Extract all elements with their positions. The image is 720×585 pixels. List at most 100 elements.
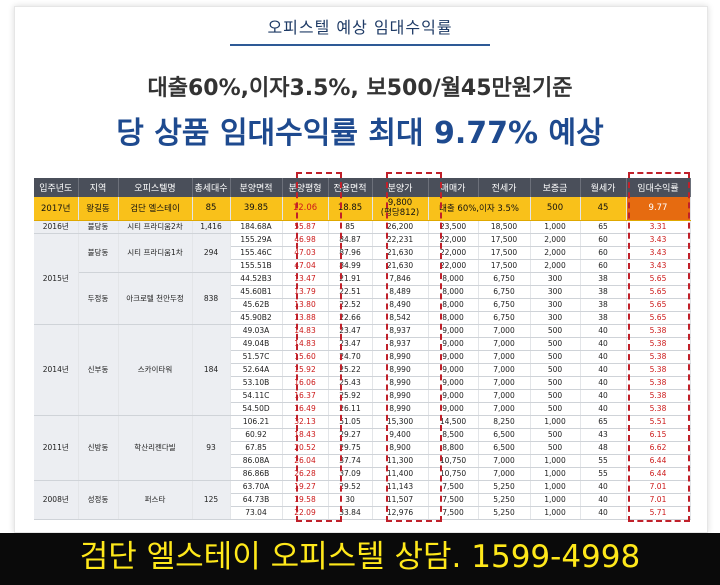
cell-rent: 55 [580,467,627,481]
cell-rent: 40 [580,324,627,338]
cell-exclusive: 84.87 [328,233,373,247]
cell-region: 두정동 [78,272,119,325]
cell-sale: 7,500 [428,480,479,494]
cell-exclusive: 25.92 [328,389,373,403]
cell-rent: 40 [580,363,627,377]
cell-exclusive: 22.66 [328,311,373,325]
cell-deposit: 500 [530,363,581,377]
cell-jeonse: 17,500 [478,259,531,273]
cell-sale: 8,800 [428,441,479,455]
cell-price: 8,990 [372,389,429,403]
cell-rent: 60 [580,259,627,273]
cell-exclusive: 37.09 [328,467,373,481]
cell-jeonse: 6,750 [478,272,531,286]
cell-deposit: 300 [530,298,581,312]
cell-rent: 38 [580,285,627,299]
cell-jeonse: 6,750 [478,285,531,299]
cell-pyeong: 55.87 [282,220,329,234]
cell-area: 64.73B [230,493,283,507]
cell-jeonse: 17,500 [478,233,531,247]
cell-deposit: 300 [530,272,581,286]
cell-sale: 8,000 [428,311,479,325]
cell-price: 8,900 [372,441,429,455]
cell-jeonse: 5,250 [478,506,531,520]
cell-year: 2014년 [34,324,79,416]
cell-units: 1,416 [192,220,231,234]
cell-sale: 22,000 [428,246,479,260]
cell-region: 신방동 [78,415,119,481]
cell-area: 86.08A [230,454,283,468]
cell-price: 8,490 [372,298,429,312]
cell-units: 93 [192,415,231,481]
cell-deposit: 500 [530,350,581,364]
table-row: 2016년 불당동 시티 프라디움2차 1,416 184.68A 55.87 85 26,2… [34,220,691,234]
cell-exclusive: 29.52 [328,480,373,494]
cell-region: 성정동 [78,480,119,520]
cell-pyeong: 46.98 [282,233,329,247]
cell-deposit: 1,000 [530,480,581,494]
yield-table: 입주년도 지역 오피스텔명 총세대수 분양면적 분양평형 전용면적 분양가 매매가 전세가 보증금 월… [34,178,691,520]
cell-pyeong: 20.52 [282,441,329,455]
cell-pyeong: 16.06 [282,376,329,390]
cell-rent: 40 [580,493,627,507]
cell-jeonse: 7,000 [478,363,531,377]
featured-property-row: 2017년 왕길동 검단 엘스테이 85 39.85 12.06 18.85 9,800 (평당… [34,197,691,221]
cell-exclusive: 22.52 [328,298,373,312]
cell-price: 9,400 [372,428,429,442]
cell-sale: 23,500 [428,220,479,234]
cell-exclusive: 29.27 [328,428,373,442]
cell-price: 8,937 [372,324,429,338]
cell-sale: 10,750 [428,467,479,481]
cell-area: 52.64A [230,363,283,377]
table-row: 2015년 불당동 시티 프라디움1차 294 155.29A 46.98 84.87 22,… [34,233,691,325]
cell-pyeong: 13.47 [282,272,329,286]
cell-yield-rate: 7.01 [626,493,691,507]
cell-area: 54.11C [230,389,283,403]
cell-deposit: 500 [530,337,581,351]
cell-yield-rate: 5.38 [626,363,691,377]
cell-area: 44.52B3 [230,272,283,286]
cell-sale: 8,500 [428,428,479,442]
table-row: 54.11C 16.37 25.92 8,990 9,000 7,000 500 40 5.38 [34,389,691,403]
cell-yield-rate: 3.43 [626,246,691,260]
column-header: 매매가 [428,178,479,197]
cell-units: 85 [192,197,231,221]
cell-sale: 8,000 [428,285,479,299]
cell-jeonse: 5,250 [478,493,531,507]
cell-sale: 9,000 [428,363,479,377]
cell-units: 184 [192,324,231,416]
cell-year: 2015년 [34,233,79,325]
cell-pyeong: 26.04 [282,454,329,468]
top-title: 오피스텔 예상 임대수익률 [267,18,453,37]
cell-rent: 65 [580,220,627,234]
cell-area: 45.62B [230,298,283,312]
cell-area: 49.04B [230,337,283,351]
cell-exclusive: 23.47 [328,324,373,338]
cell-rent: 40 [580,480,627,494]
cell-rent: 40 [580,402,627,416]
cell-jeonse: 5,250 [478,480,531,494]
cell-region: 신부동 [78,324,119,416]
cell-pyeong: 16.37 [282,389,329,403]
cell-yield-rate: 5.38 [626,376,691,390]
cell-yield-rate: 5.65 [626,311,691,325]
cell-pyeong: 32.13 [282,415,329,429]
cell-deposit: 300 [530,311,581,325]
cell-sale: 9,000 [428,402,479,416]
cell-price: 15,300 [372,415,429,429]
cell-price: 21,630 [372,259,429,273]
cell-region: 불당동 [78,233,119,273]
cell-area: 106.21 [230,415,283,429]
cell-area: 73.04 [230,506,283,520]
cell-price: 8,937 [372,337,429,351]
cell-price: 12,976 [372,506,429,520]
cell-pyeong: 26.28 [282,467,329,481]
cell-pyeong: 14.83 [282,337,329,351]
cell-rent: 60 [580,246,627,260]
cell-yield-rate: 9.77 [626,197,691,221]
cell-deposit: 500 [530,441,581,455]
cell-jeonse: 6,500 [478,441,531,455]
cell-yield-rate: 5.38 [626,389,691,403]
cell-area: 45.90B2 [230,311,283,325]
price-value: 9,800 [387,198,413,209]
